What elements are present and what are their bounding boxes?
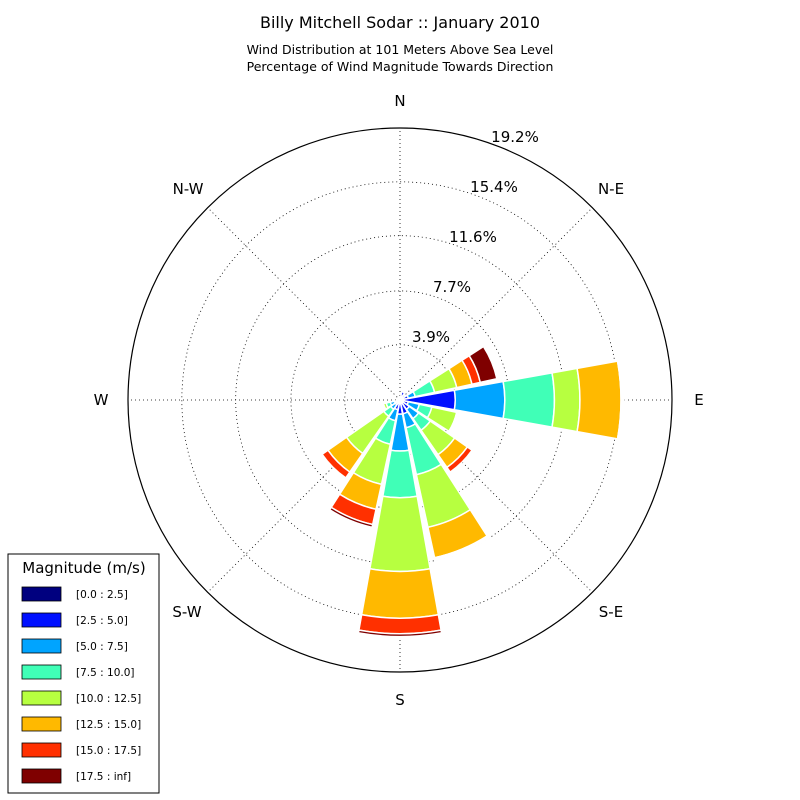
- grid-spoke: [207, 399, 401, 593]
- wind-bar-e-5: [576, 360, 622, 440]
- compass-label-e: E: [694, 391, 703, 409]
- legend-swatch: [21, 768, 62, 784]
- wind-bar-e-3: [502, 371, 556, 429]
- legend-swatch: [21, 664, 62, 680]
- legend-label: [5.0 : 7.5]: [76, 641, 128, 653]
- legend-swatch: [21, 612, 62, 628]
- wind-bar-wsw-5: [381, 402, 387, 411]
- wind-bar-s-5: [360, 567, 440, 619]
- radial-tick-label: 19.2%: [491, 128, 539, 146]
- chart-subtitle-line2: Percentage of Wind Magnitude Towards Dir…: [247, 59, 554, 74]
- grid-spoke: [399, 207, 593, 401]
- compass-label-s: S: [395, 691, 405, 709]
- legend-label: [7.5 : 10.0]: [76, 667, 134, 679]
- wind-bar-se-6: [445, 445, 474, 474]
- chart-title: Billy Mitchell Sodar :: January 2010: [260, 13, 540, 32]
- wind-bar-ssw-7: [328, 506, 374, 529]
- compass-label-se: S-E: [599, 603, 623, 621]
- legend-label: [12.5 : 15.0]: [76, 719, 141, 731]
- legend-title: Magnitude (m/s): [22, 559, 145, 577]
- legend-label: [2.5 : 5.0]: [76, 615, 128, 627]
- wind-bar-nne-2: [400, 389, 407, 394]
- legend-label: [17.5 : inf]: [76, 771, 131, 783]
- compass-label-ne: N-E: [598, 180, 624, 198]
- legend-swatch: [21, 638, 62, 654]
- wind-bar-sw-6: [321, 449, 351, 479]
- grid-spoke: [399, 399, 593, 593]
- legend-label: [15.0 : 17.5]: [76, 745, 141, 757]
- legend-label: [10.0 : 12.5]: [76, 693, 141, 705]
- wind-bar-ene-7: [468, 345, 498, 384]
- wind-bar-e-4: [551, 367, 581, 433]
- grid-spoke: [207, 207, 401, 401]
- outer-circle: [127, 127, 673, 673]
- wind-bar-s-4: [368, 495, 432, 573]
- radial-tick-label: 11.6%: [449, 228, 497, 246]
- legend-swatch: [21, 586, 62, 602]
- wind-bar-ese-5: [447, 411, 460, 434]
- wind-bar-s-6: [358, 613, 442, 635]
- wind-bar-sse-7: [434, 536, 490, 562]
- compass-label-sw: S-W: [172, 603, 201, 621]
- compass-label-nw: N-W: [173, 180, 204, 198]
- legend-items: [0.0 : 2.5] [2.5 : 5.0] [5.0 : 7.5] [7.5 : …: [21, 586, 141, 784]
- legend: Magnitude (m/s) [0.0 : 2.5] [2.5 : 5.0] [5…: [7, 553, 160, 794]
- legend-swatch: [21, 716, 62, 732]
- radial-tick-label: 3.9%: [412, 328, 450, 346]
- radial-tick-label: 15.4%: [470, 178, 518, 196]
- compass-label-n: N: [394, 92, 405, 110]
- outer-ring: [127, 127, 673, 673]
- compass-label-w: W: [94, 391, 109, 409]
- legend-swatch: [21, 742, 62, 758]
- wind-bars: [321, 345, 625, 638]
- axis-labels: 3.9% 7.7% 11.6% 15.4% 19.2% N N-E E S-E S S-W W N-W: [94, 92, 704, 709]
- legend-label: [0.0 : 2.5]: [76, 589, 128, 601]
- legend-swatch: [21, 690, 62, 706]
- chart-subtitle-line1: Wind Distribution at 101 Meters Above Se…: [247, 42, 554, 57]
- wind-bar-e-7: [618, 359, 625, 441]
- wind-bar-wnw-0: [397, 398, 401, 401]
- wind-bar-s-7: [357, 629, 443, 638]
- radial-tick-label: 7.7%: [433, 278, 471, 296]
